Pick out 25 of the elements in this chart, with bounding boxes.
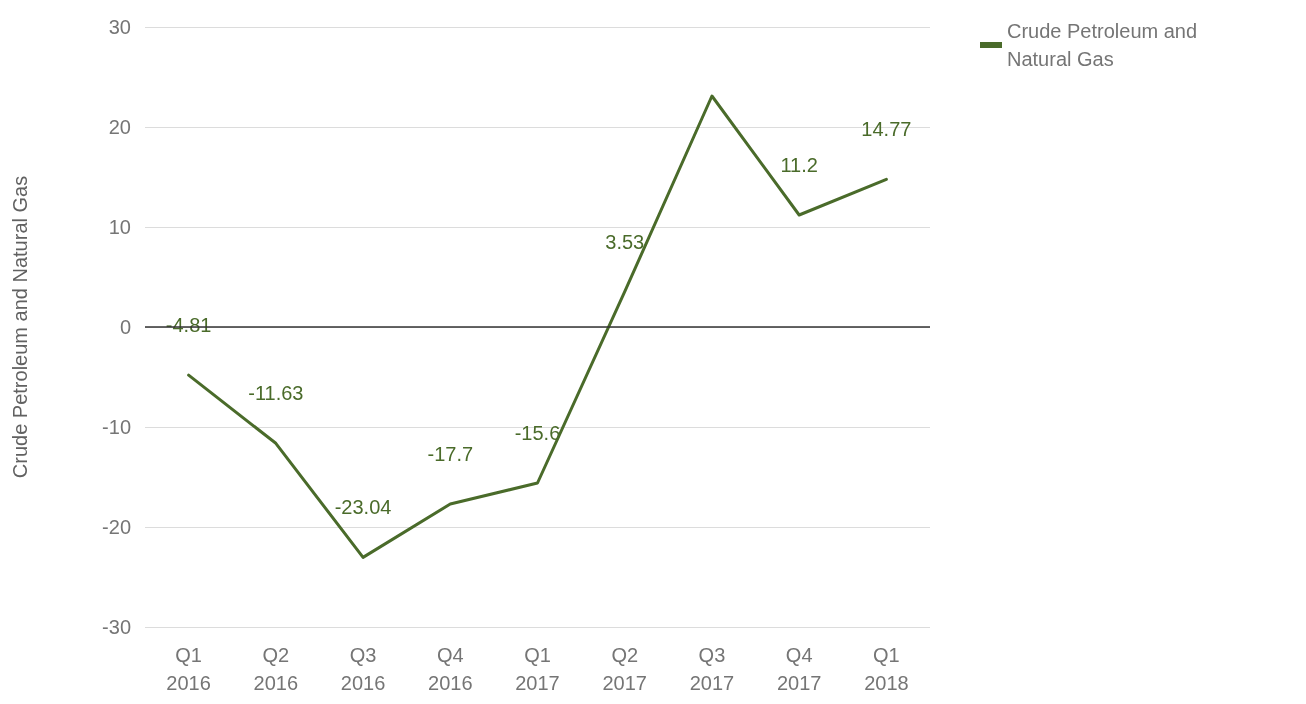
x-tick-label: Q1 2016	[166, 644, 211, 694]
data-label: -15.6	[514, 422, 561, 444]
data-label: -23.04	[334, 496, 392, 519]
data-label: 14.77	[861, 118, 912, 141]
y-tick-label: -30	[102, 616, 131, 638]
legend-label: Crude Petroleum and Natural Gas	[1007, 20, 1198, 70]
y-axis-title: Crude Petroleum and Natural Gas	[9, 175, 31, 479]
y-tick-label: 20	[108, 116, 131, 138]
data-label: -17.7	[427, 443, 474, 465]
y-tick-label: -20	[102, 516, 131, 538]
y-tick-label: 30	[108, 16, 131, 38]
x-tick-label: Q1 2018	[864, 644, 909, 694]
x-tick-label: Q3 2016	[340, 644, 386, 694]
data-label: 11.2	[780, 154, 818, 176]
x-tick-label: Q2 2016	[253, 644, 299, 694]
x-tick-label: Q1 2017	[515, 644, 560, 694]
x-tick-label: Q3 2017	[689, 644, 735, 694]
y-tick-label: 10	[108, 216, 131, 238]
x-tick-label: Q4 2016	[428, 644, 473, 694]
x-tick-label: Q2 2017	[602, 644, 647, 694]
y-tick-label: 0	[119, 316, 131, 338]
data-label: -11.63	[248, 382, 304, 405]
x-tick-label: Q4 2017	[776, 644, 822, 694]
data-label: 3.53	[605, 230, 645, 253]
y-tick-label: -10	[102, 416, 131, 438]
